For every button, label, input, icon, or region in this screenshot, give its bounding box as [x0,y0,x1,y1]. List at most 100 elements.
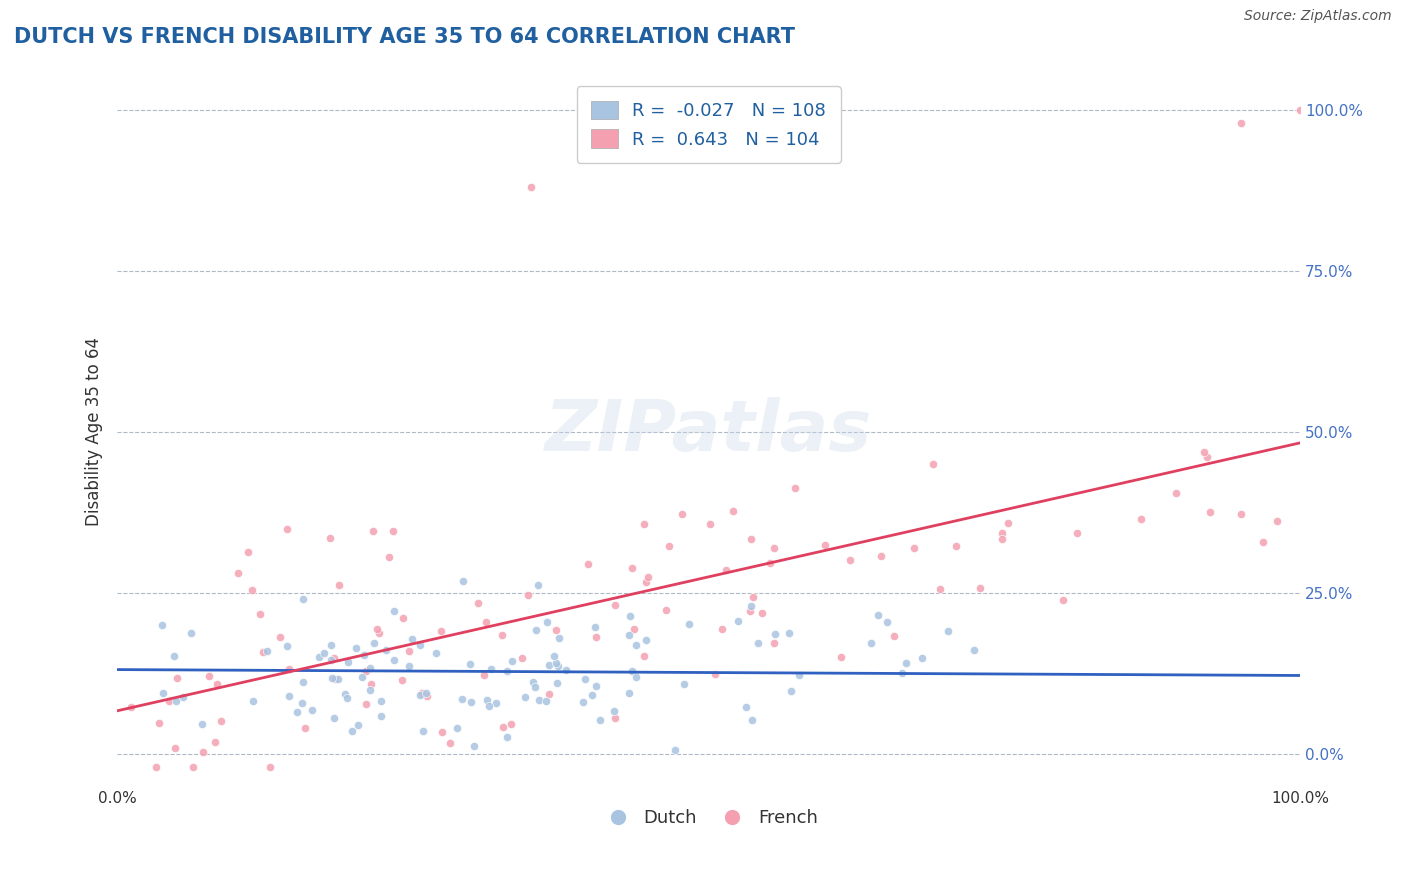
Point [936,624,959,638]
Point [860,636,883,650]
Point [226,566,249,581]
Point [548,632,571,646]
Point [475,615,498,629]
Point [463,739,485,754]
Point [204,735,226,749]
Point [537,687,560,701]
Point [319,653,342,667]
Point [658,539,681,553]
Point [278,662,301,676]
Point [328,577,350,591]
Point [969,581,991,595]
Point [453,574,475,589]
Point [544,656,567,670]
Point [333,687,356,701]
Point [479,662,502,676]
Point [336,691,359,706]
Point [353,648,375,663]
Point [1052,592,1074,607]
Y-axis label: Disability Age 35 to 64: Disability Age 35 to 64 [86,337,103,526]
Point [513,690,536,705]
Point [416,689,439,703]
Point [787,668,810,682]
Point [391,610,413,624]
Point [492,720,515,734]
Point [451,692,474,706]
Point [778,626,800,640]
Point [655,603,678,617]
Point [172,690,194,705]
Point [524,623,547,637]
Point [412,724,434,739]
Point [634,574,657,589]
Point [671,508,693,522]
Point [478,699,501,714]
Point [903,541,925,556]
Point [962,642,984,657]
Point [623,622,645,636]
Point [472,667,495,681]
Point [458,657,481,671]
Point [813,538,835,552]
Point [157,694,180,708]
Point [704,666,727,681]
Point [620,560,643,574]
Point [1164,486,1187,500]
Point [621,664,644,678]
Point [323,650,346,665]
Point [617,686,640,700]
Point [485,696,508,710]
Point [921,458,943,472]
Point [411,686,433,700]
Point [249,607,271,621]
Point [633,516,655,531]
Point [381,524,404,538]
Point [323,672,346,686]
Point [460,695,482,709]
Point [346,718,368,732]
Point [585,679,607,693]
Point [538,658,561,673]
Point [491,628,513,642]
Point [1129,512,1152,526]
Point [323,711,346,725]
Legend: Dutch, French: Dutch, French [592,802,825,834]
Point [522,674,544,689]
Point [740,532,762,546]
Point [152,686,174,700]
Text: ZIPatlas: ZIPatlas [546,398,872,467]
Point [891,665,914,680]
Point [699,516,721,531]
Text: DUTCH VS FRENCH DISABILITY AGE 35 TO 64 CORRELATION CHART: DUTCH VS FRENCH DISABILITY AGE 35 TO 64 … [14,27,794,46]
Point [585,630,607,644]
Point [839,553,862,567]
Point [763,627,786,641]
Point [344,641,367,656]
Point [350,670,373,684]
Point [163,649,186,664]
Point [991,532,1014,546]
Point [991,526,1014,541]
Point [634,632,657,647]
Point [209,714,232,728]
Point [495,730,517,744]
Point [574,672,596,686]
Point [619,609,641,624]
Point [1198,505,1220,519]
Point [359,682,381,697]
Point [308,649,330,664]
Point [359,660,381,674]
Text: Source: ZipAtlas.com: Source: ZipAtlas.com [1244,9,1392,23]
Point [278,689,301,703]
Point [1265,514,1288,528]
Point [624,638,647,652]
Point [259,760,281,774]
Point [603,704,626,718]
Point [714,563,737,577]
Point [572,695,595,709]
Point [870,549,893,564]
Point [603,710,626,724]
Point [439,736,461,750]
Point [501,717,523,731]
Point [758,556,780,570]
